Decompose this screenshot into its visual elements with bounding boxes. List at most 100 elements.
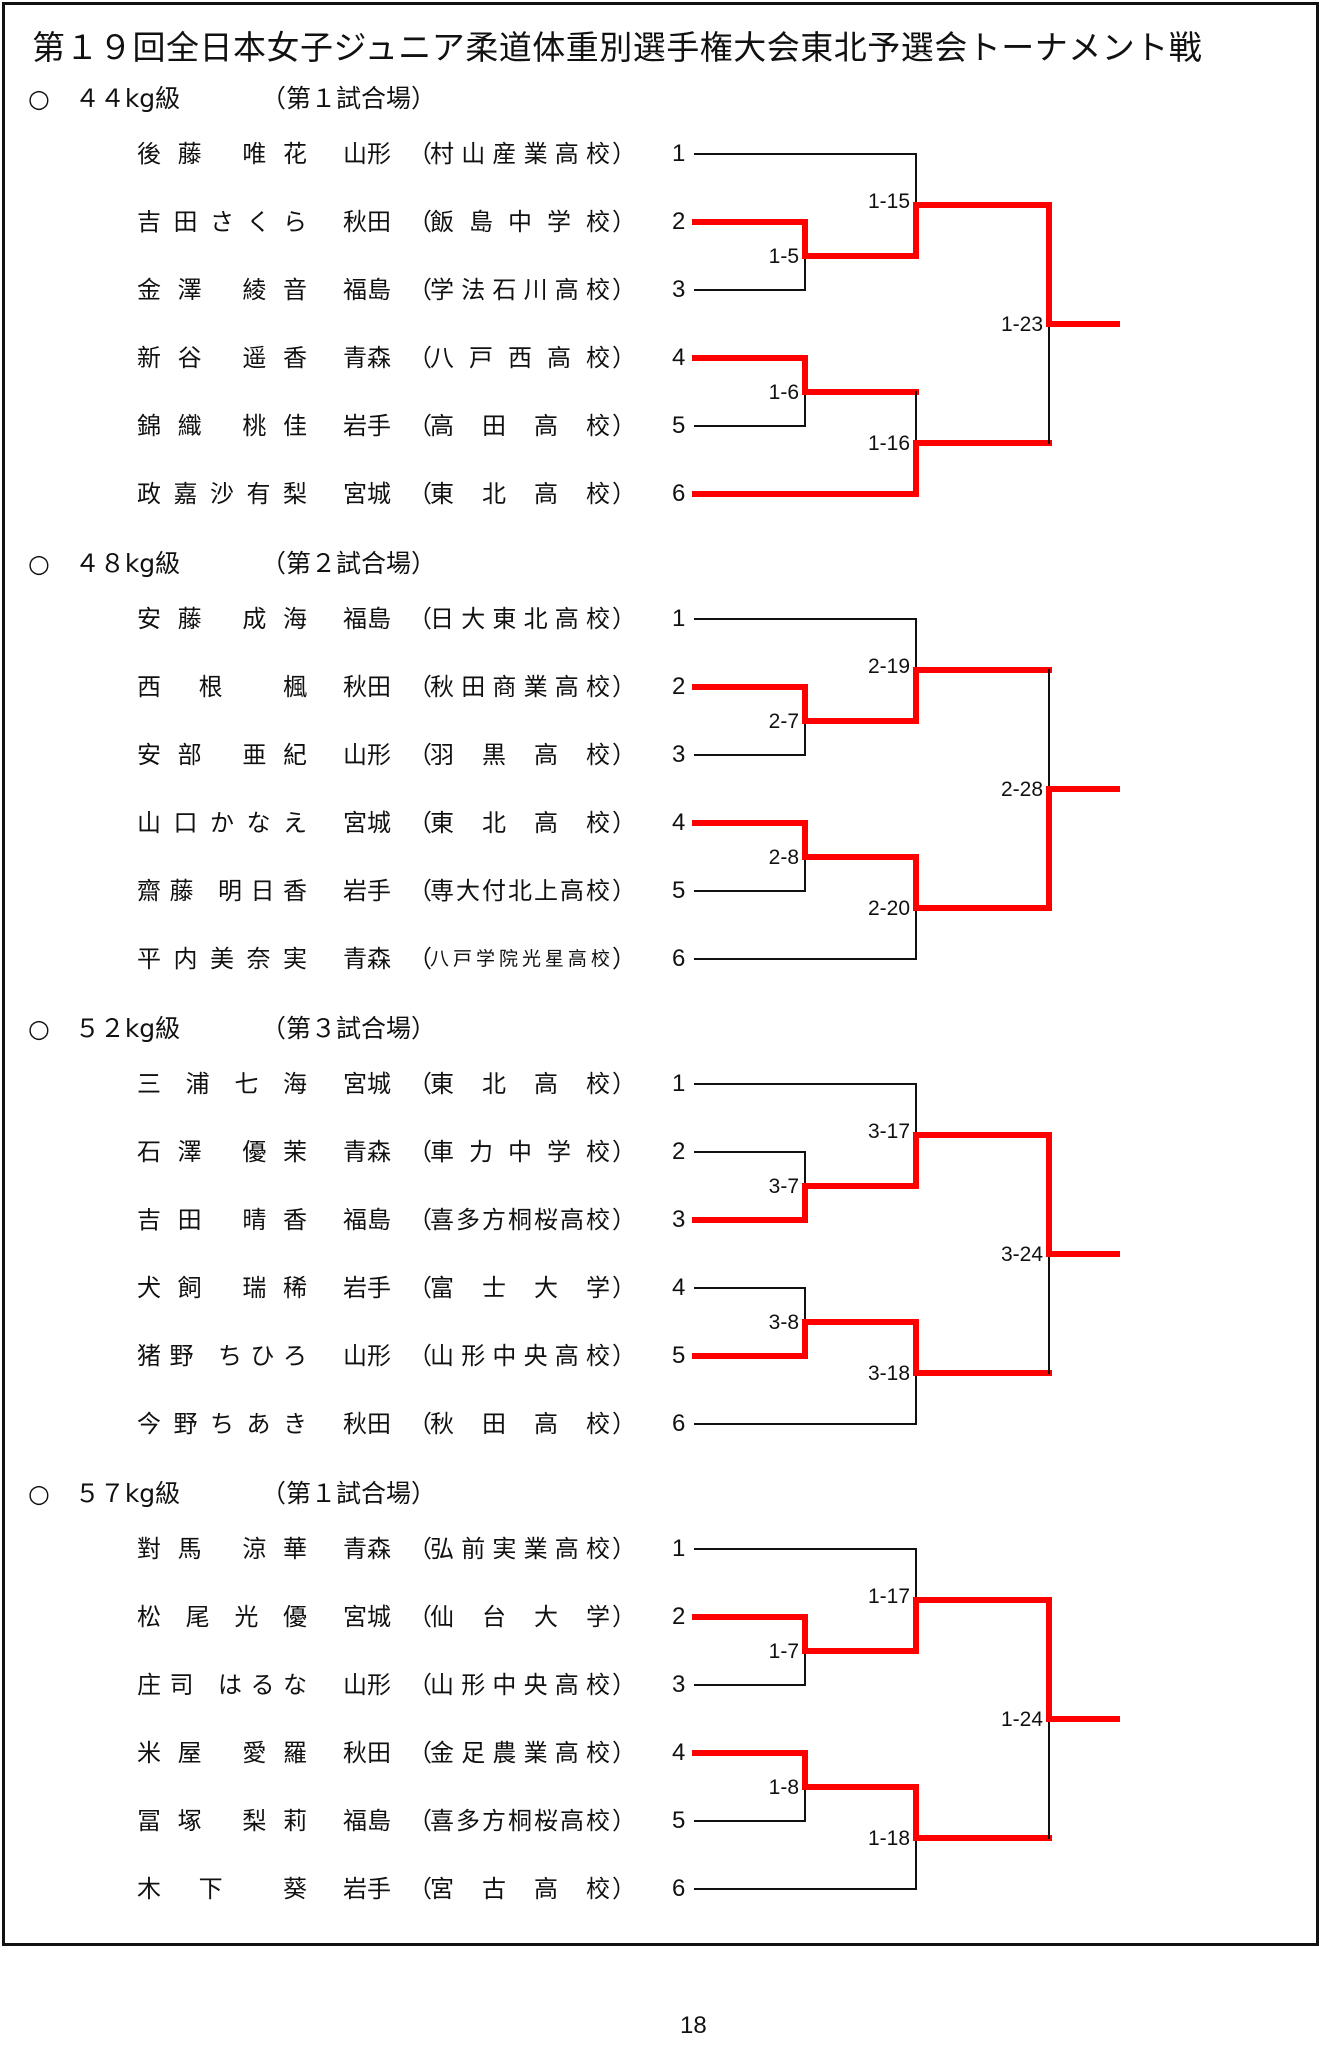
- paren-open: （: [408, 945, 432, 973]
- weight-class-section: ○ ５２kg級 （第３試合場） 三浦七海 宮城 （ 東北高校 ） 1 石澤 優茉…: [0, 1014, 1319, 1494]
- paren-close: ）: [612, 208, 636, 236]
- paren-open: （: [408, 208, 432, 236]
- prefecture: 山形: [343, 1671, 391, 1699]
- seed-number: 5: [672, 412, 686, 439]
- athlete-name: 米屋 愛羅: [137, 1739, 307, 1767]
- seed-number: 5: [672, 1807, 686, 1834]
- entry-row: 木 下 葵 岩手 （ 宮古高校 ） 6: [0, 1872, 700, 1906]
- paren-open: （: [408, 1603, 432, 1631]
- paren-close: ）: [612, 1274, 636, 1302]
- athlete-name: 木 下 葵: [137, 1875, 307, 1903]
- entry-row: 山口かなえ 宮城 （ 東北高校 ） 4: [0, 806, 700, 840]
- entry-row: 金澤 綾音 福島 （ 学法石川高校 ） 3: [0, 273, 700, 307]
- weight-class-section: ○ ４８kg級 （第２試合場） 安藤 成海 福島 （ 日大東北高校 ） 1 西 …: [0, 549, 1319, 1029]
- athlete-name: 山口かなえ: [137, 809, 307, 837]
- match-number: 1-5: [769, 245, 799, 268]
- weight-class-section: ○ ４４kg級 （第１試合場） 後藤 唯花 山形 （ 村山産業高校 ） 1 吉田…: [0, 84, 1319, 564]
- weight-class-label: ○ ５７kg級: [28, 1479, 181, 1508]
- entry-row: 齋藤 明日香 岩手 （ 専大付北上高校 ） 5: [0, 874, 700, 908]
- section-header: ○ ４８kg級 （第２試合場）: [28, 549, 436, 579]
- entry-row: 平内美奈実 青森 （ 八戸学院光星高校 ） 6: [0, 942, 700, 976]
- paren-open: （: [408, 1206, 432, 1234]
- weight-class-section: ○ ５７kg級 （第１試合場） 對馬 涼華 青森 （ 弘前実業高校 ） 1 松尾…: [0, 1479, 1319, 1959]
- school-name: 車力中学校: [430, 1138, 610, 1166]
- school-name: 東北高校: [430, 1070, 610, 1098]
- prefecture: 福島: [343, 1206, 391, 1234]
- paren-close: ）: [612, 1739, 636, 1767]
- prefecture: 宮城: [343, 480, 391, 508]
- entry-row: 犬飼 瑞稀 岩手 （ 富士大学 ） 4: [0, 1271, 700, 1305]
- athlete-name: 松尾光優: [137, 1603, 307, 1631]
- seed-number: 3: [672, 276, 686, 303]
- school-name: 山形中央高校: [430, 1671, 610, 1699]
- entry-row: 猪野 ちひろ 山形 （ 山形中央高校 ） 5: [0, 1339, 700, 1373]
- venue-label: （第１試合場）: [261, 84, 437, 113]
- entry-row: 安藤 成海 福島 （ 日大東北高校 ） 1: [0, 602, 700, 636]
- seed-number: 4: [672, 1739, 686, 1766]
- athlete-name: 庄司 はるな: [137, 1671, 307, 1699]
- athlete-name: 錦織 桃佳: [137, 412, 307, 440]
- paren-close: ）: [612, 276, 636, 304]
- prefecture: 福島: [343, 605, 391, 633]
- match-number: 3-8: [769, 1311, 799, 1334]
- school-name: 日大東北高校: [430, 605, 610, 633]
- school-name: 学法石川高校: [430, 276, 610, 304]
- match-number: 1-18: [868, 1827, 910, 1850]
- entry-row: 吉田 晴香 福島 （ 喜多方桐桜高校 ） 3: [0, 1203, 700, 1237]
- prefecture: 岩手: [343, 412, 391, 440]
- school-name: 八戸学院光星高校: [430, 948, 610, 970]
- match-number: 1-23: [1001, 313, 1043, 336]
- school-name: 高田高校: [430, 412, 610, 440]
- paren-close: ）: [612, 1671, 636, 1699]
- entry-row: 後藤 唯花 山形 （ 村山産業高校 ） 1: [0, 137, 700, 171]
- paren-close: ）: [612, 1875, 636, 1903]
- paren-close: ）: [612, 877, 636, 905]
- page-border: [2, 2, 1319, 1946]
- seed-number: 4: [672, 344, 686, 371]
- paren-close: ）: [612, 140, 636, 168]
- seed-number: 5: [672, 877, 686, 904]
- prefecture: 秋田: [343, 673, 391, 701]
- athlete-name: 石澤 優茉: [137, 1138, 307, 1166]
- paren-close: ）: [612, 809, 636, 837]
- school-name: 飯島中学校: [430, 208, 610, 236]
- paren-open: （: [408, 480, 432, 508]
- entry-row: 今野ちあき 秋田 （ 秋田高校 ） 6: [0, 1407, 700, 1441]
- section-header: ○ ４４kg級 （第１試合場）: [28, 84, 436, 114]
- entry-row: 錦織 桃佳 岩手 （ 高田高校 ） 5: [0, 409, 700, 443]
- prefecture: 山形: [343, 140, 391, 168]
- school-name: 喜多方桐桜高校: [430, 1807, 610, 1835]
- match-number: 1-7: [769, 1640, 799, 1663]
- athlete-name: 吉田さくら: [137, 208, 307, 236]
- match-number: 2-28: [1001, 778, 1043, 801]
- entry-row: 新谷 遥香 青森 （ 八戸西高校 ） 4: [0, 341, 700, 375]
- prefecture: 秋田: [343, 1410, 391, 1438]
- weight-class-label: ○ ４４kg級: [28, 84, 181, 113]
- athlete-name: 新谷 遥香: [137, 344, 307, 372]
- school-name: 富士大学: [430, 1274, 610, 1302]
- match-number: 1-17: [868, 1585, 910, 1608]
- prefecture: 福島: [343, 276, 391, 304]
- entry-row: 政嘉沙有梨 宮城 （ 東北高校 ） 6: [0, 477, 700, 511]
- athlete-name: 平内美奈実: [137, 945, 307, 973]
- school-name: 宮古高校: [430, 1875, 610, 1903]
- paren-open: （: [408, 140, 432, 168]
- entry-row: 對馬 涼華 青森 （ 弘前実業高校 ） 1: [0, 1532, 700, 1566]
- prefecture: 青森: [343, 1535, 391, 1563]
- paren-close: ）: [612, 480, 636, 508]
- athlete-name: 今野ちあき: [137, 1410, 307, 1438]
- paren-close: ）: [612, 945, 636, 973]
- entry-row: 松尾光優 宮城 （ 仙台大学 ） 2: [0, 1600, 700, 1634]
- school-name: 東北高校: [430, 809, 610, 837]
- seed-number: 1: [672, 1535, 686, 1562]
- paren-open: （: [408, 809, 432, 837]
- entry-row: 安部 亜紀 山形 （ 羽黒高校 ） 3: [0, 738, 700, 772]
- paren-open: （: [408, 344, 432, 372]
- paren-open: （: [408, 1739, 432, 1767]
- prefecture: 青森: [343, 945, 391, 973]
- athlete-name: 吉田 晴香: [137, 1206, 307, 1234]
- paren-close: ）: [612, 1342, 636, 1370]
- school-name: 喜多方桐桜高校: [430, 1206, 610, 1234]
- prefecture: 宮城: [343, 1603, 391, 1631]
- seed-number: 2: [672, 1603, 686, 1630]
